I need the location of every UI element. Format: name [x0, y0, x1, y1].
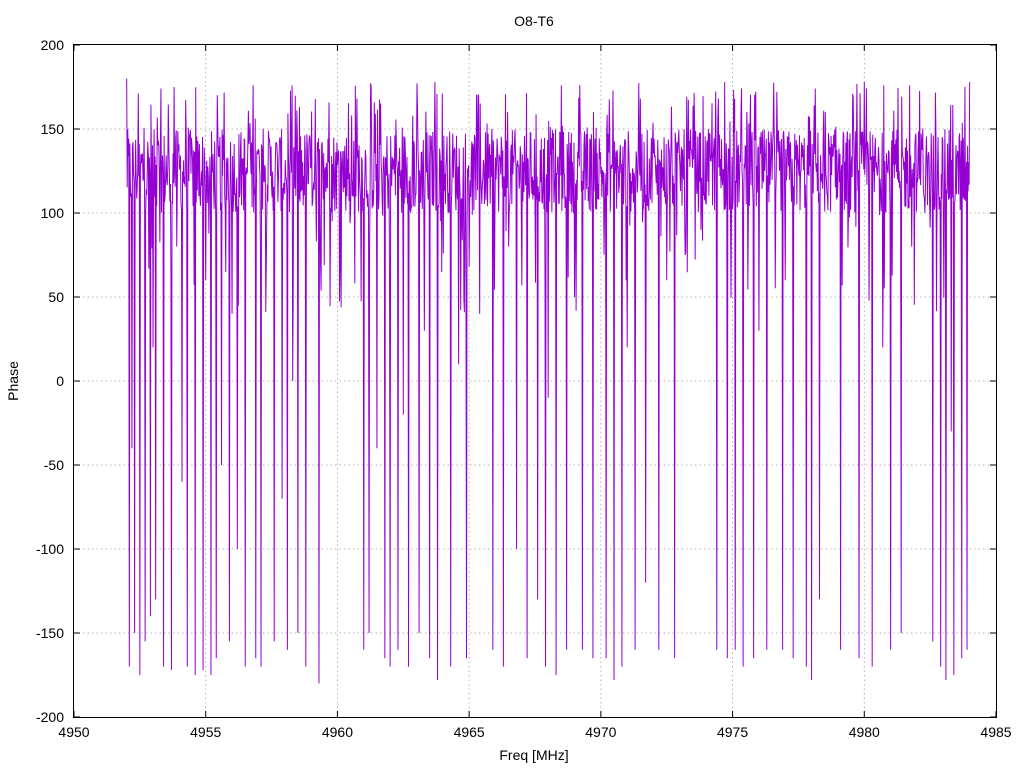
y-tick-label: -150	[36, 625, 64, 641]
x-tick-label: 4955	[190, 724, 221, 740]
y-axis-title: Phase	[5, 361, 21, 401]
y-tick-label: 150	[41, 121, 65, 137]
axis-ticks	[73, 44, 997, 718]
x-tick-label: 4965	[454, 724, 485, 740]
y-tick-label: 0	[56, 373, 64, 389]
y-tick-label: 50	[48, 289, 64, 305]
chart-title: O8-T6	[514, 13, 554, 29]
x-axis-title: Freq [MHz]	[499, 747, 568, 763]
x-tick-labels: 4950 4955 4960 4965 4970 4975 4980 4985	[58, 724, 1011, 740]
y-tick-labels: -200 -150 -100 -50 0 50 100 150 200	[36, 37, 64, 725]
y-tick-label: -50	[44, 457, 64, 473]
phase-series	[126, 78, 971, 684]
x-tick-label: 4950	[58, 724, 89, 740]
x-tick-label: 4975	[717, 724, 748, 740]
grid-lines	[74, 45, 996, 717]
y-tick-label: 200	[41, 37, 65, 53]
y-tick-label: 100	[41, 205, 65, 221]
x-tick-label: 4985	[980, 724, 1011, 740]
x-tick-label: 4980	[849, 724, 880, 740]
x-tick-label: 4960	[322, 724, 353, 740]
phase-line	[126, 78, 971, 684]
plot-frame	[73, 44, 997, 718]
y-tick-label: -200	[36, 709, 64, 725]
x-tick-label: 4970	[585, 724, 616, 740]
y-tick-label: -100	[36, 541, 64, 557]
